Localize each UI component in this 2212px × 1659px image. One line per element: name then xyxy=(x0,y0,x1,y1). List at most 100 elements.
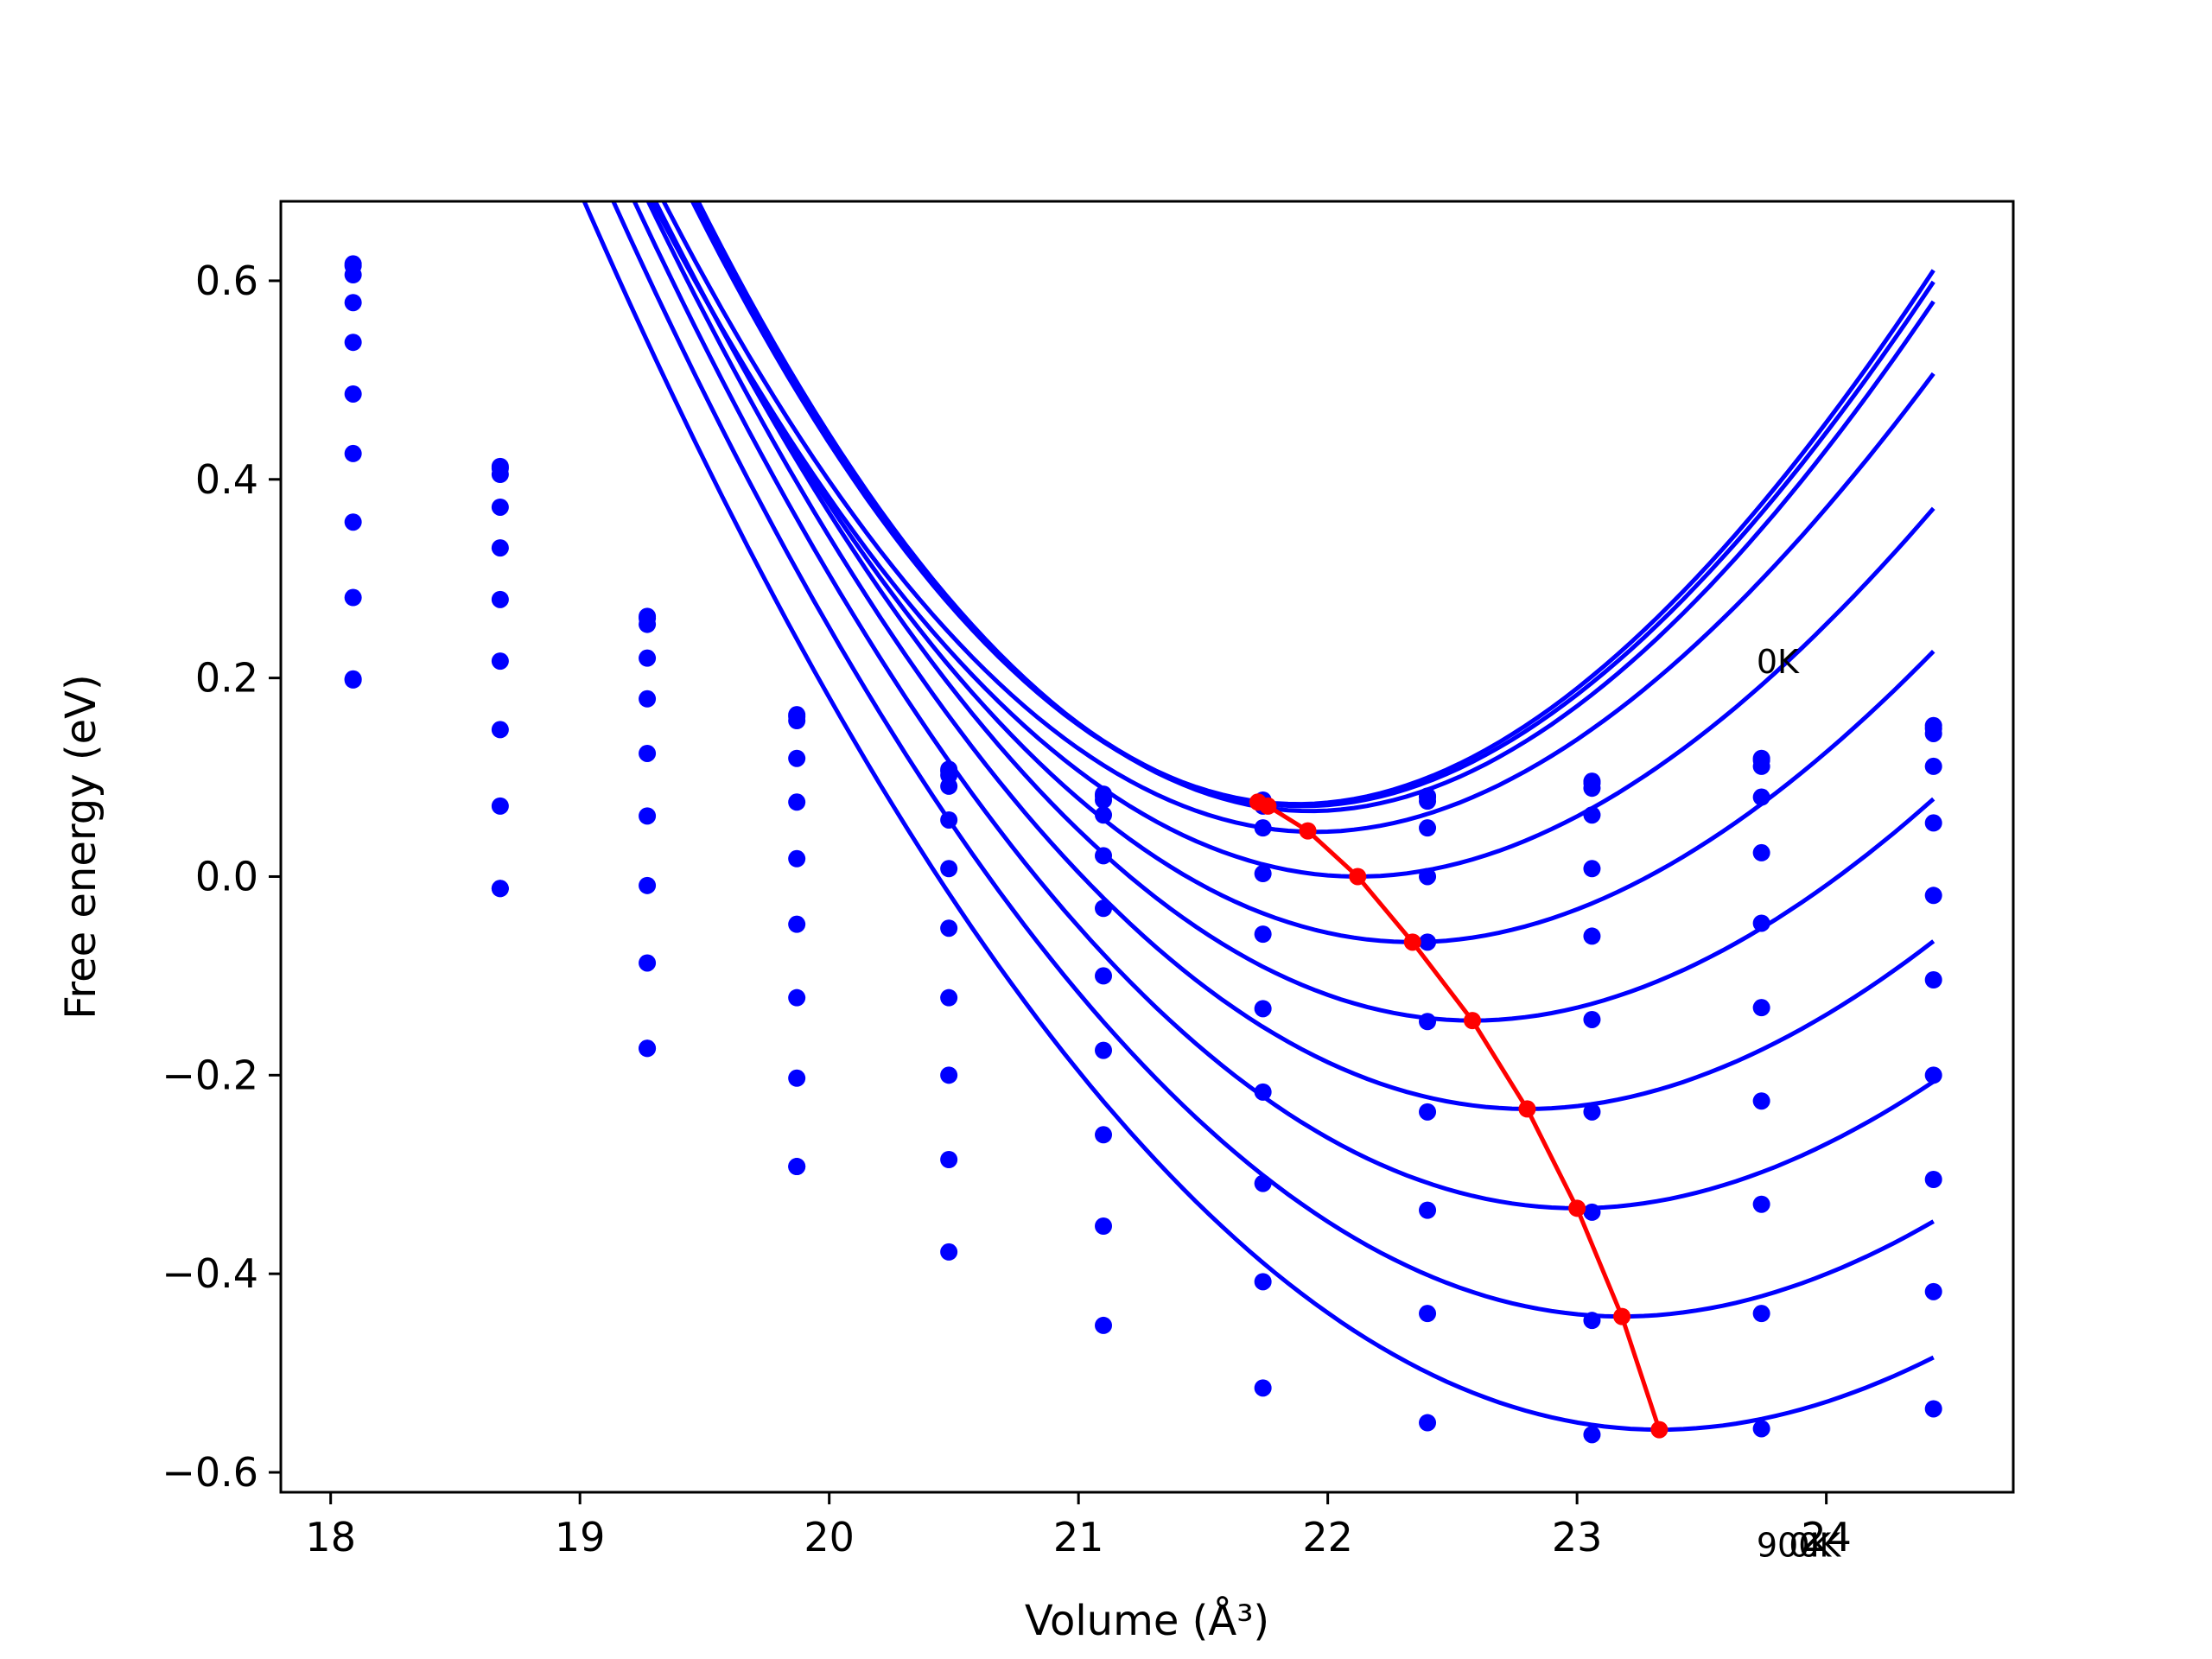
x-tick-label-3: 21 xyxy=(1053,1514,1104,1560)
y-tick-label-5: 0.4 xyxy=(195,456,258,503)
series-8-point-9 xyxy=(1752,1195,1770,1213)
series-10-point-5 xyxy=(1095,1316,1113,1334)
y-axis-label: Free energy (eV) xyxy=(57,674,105,1019)
series-3-point-4 xyxy=(940,777,958,795)
series-7-point-6 xyxy=(1254,1083,1272,1101)
series-7-point-3 xyxy=(788,988,806,1007)
series-10-point-6 xyxy=(1254,1379,1272,1397)
series-6-point-9 xyxy=(1752,999,1770,1017)
series-7-point-0 xyxy=(344,513,362,531)
y-tick-label-3: 0.0 xyxy=(195,853,258,899)
series-curve-10 xyxy=(582,201,1935,1433)
series-8-point-5 xyxy=(1095,1126,1113,1144)
series-5-point-10 xyxy=(1924,887,1942,905)
minima-point-5 xyxy=(1463,1012,1481,1030)
y-tick-label-4: 0.2 xyxy=(195,655,258,702)
series-2-point-2 xyxy=(639,615,657,633)
ticks: 18 19 20 21 22 23 24 −0.6 −0.4 −0.2 0.0 0.2 0.4 0.6 xyxy=(162,257,1852,1560)
series-8-point-4 xyxy=(940,1066,958,1084)
series-group xyxy=(344,201,1942,1444)
series-2-point-8 xyxy=(1583,779,1601,798)
series-8-point-10 xyxy=(1924,1170,1942,1188)
series-curve-8 xyxy=(632,201,1936,1211)
series-9-point-4 xyxy=(940,1151,958,1169)
annotation-2: 0K xyxy=(1789,1527,1832,1565)
minima-point-7 xyxy=(1568,1199,1586,1217)
series-4-point-1 xyxy=(491,539,509,557)
series-7-point-7 xyxy=(1419,1103,1437,1121)
series-4-point-8 xyxy=(1583,860,1601,878)
series-4-point-2 xyxy=(639,690,657,708)
series-8-point-2 xyxy=(639,954,657,972)
series-5-point-4 xyxy=(940,860,958,878)
series-3-point-10 xyxy=(1924,757,1942,775)
series-3-point-0 xyxy=(344,294,362,312)
series-9-point-5 xyxy=(1095,1217,1113,1236)
series-5-point-3 xyxy=(788,849,806,868)
x-tick-label-4: 22 xyxy=(1302,1514,1353,1560)
series-6-point-6 xyxy=(1254,1000,1272,1018)
series-7-point-10 xyxy=(1924,1066,1942,1084)
series-10-point-7 xyxy=(1419,1414,1437,1432)
series-6-point-8 xyxy=(1583,1010,1601,1028)
minima-point-2 xyxy=(1299,822,1317,840)
series-3-point-7 xyxy=(1419,819,1437,837)
series-3-point-1 xyxy=(491,498,509,516)
series-7-point-8 xyxy=(1583,1103,1601,1121)
series-8-point-3 xyxy=(788,1069,806,1087)
series-6-point-5 xyxy=(1095,967,1113,985)
series-5-point-2 xyxy=(639,744,657,762)
y-tick-label-1: −0.4 xyxy=(162,1250,258,1297)
x-tick-label-6: 24 xyxy=(1801,1514,1852,1560)
series-3-point-6 xyxy=(1254,819,1272,837)
series-3-point-2 xyxy=(639,649,657,667)
series-10-point-1 xyxy=(491,880,509,898)
series-8-point-8 xyxy=(1583,1203,1601,1221)
series-6-point-1 xyxy=(491,652,509,671)
series-5-point-7 xyxy=(1419,933,1437,951)
series-10-point-3 xyxy=(788,1158,806,1176)
series-7-point-2 xyxy=(639,876,657,894)
series-5-point-8 xyxy=(1583,927,1601,945)
series-4-point-6 xyxy=(1254,865,1272,883)
x-tick-label-1: 19 xyxy=(555,1514,606,1560)
x-tick-label-5: 23 xyxy=(1552,1514,1603,1560)
series-9-point-9 xyxy=(1752,1305,1770,1323)
series-7-point-1 xyxy=(491,721,509,739)
series-10-point-2 xyxy=(639,1039,657,1058)
series-5-point-0 xyxy=(344,385,362,403)
y-tick-label-6: 0.6 xyxy=(195,257,258,304)
series-curve-3 xyxy=(661,201,1936,835)
series-6-point-4 xyxy=(940,919,958,938)
series-9-point-7 xyxy=(1419,1305,1437,1323)
series-curve-9 xyxy=(611,201,1935,1319)
series-10-point-10 xyxy=(1924,1400,1942,1418)
series-6-point-7 xyxy=(1419,1013,1437,1031)
minima-point-6 xyxy=(1518,1100,1536,1118)
x-axis-label: Volume (Å³) xyxy=(1025,1596,1269,1645)
series-curve-7 xyxy=(645,201,1936,1111)
series-9-point-8 xyxy=(1583,1312,1601,1330)
series-4-point-3 xyxy=(788,793,806,811)
axes-frame xyxy=(279,200,2015,1494)
x-tick-label-0: 18 xyxy=(305,1514,356,1560)
annotation-1: 900K xyxy=(1757,1527,1842,1565)
series-curve-2 xyxy=(696,201,1936,814)
series-8-point-1 xyxy=(491,797,509,815)
minima-line xyxy=(1256,799,1662,1431)
series-10-point-8 xyxy=(1583,1426,1601,1444)
series-2-point-9 xyxy=(1752,757,1770,775)
series-10-point-4 xyxy=(940,1243,958,1261)
x-tick-label-2: 20 xyxy=(804,1514,855,1560)
y-tick-label-2: −0.2 xyxy=(162,1052,258,1098)
plot-area xyxy=(344,201,1942,1444)
series-7-point-4 xyxy=(940,988,958,1007)
series-3-point-3 xyxy=(788,749,806,767)
series-7-point-5 xyxy=(1095,1041,1113,1059)
series-6-point-0 xyxy=(344,444,362,462)
series-curve-5 xyxy=(651,201,1936,944)
series-3-point-5 xyxy=(1095,806,1113,824)
